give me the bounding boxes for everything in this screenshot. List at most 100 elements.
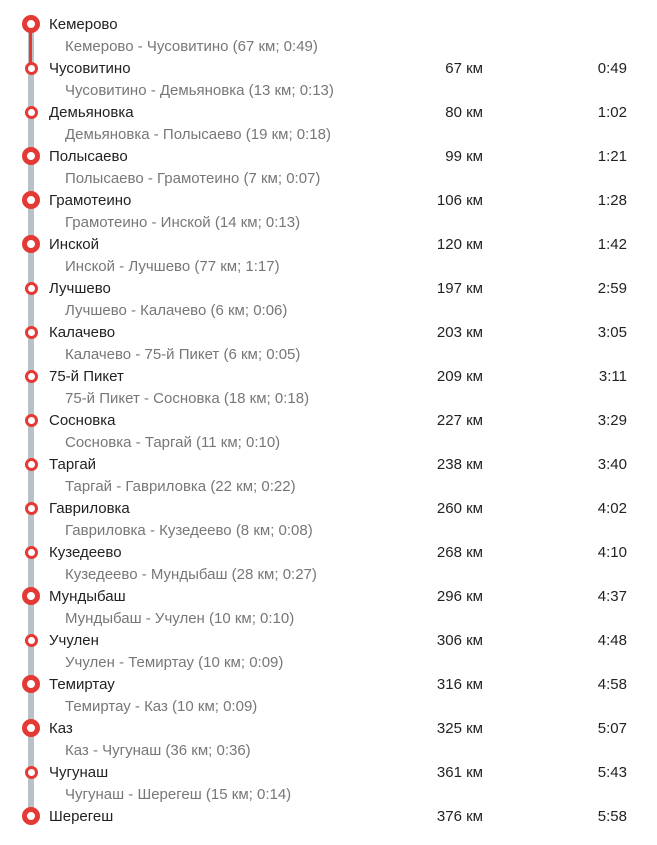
segment-info: Инской - Лучшево (77 км; 1:17) bbox=[65, 258, 280, 275]
segment-info: Демьяновка - Полысаево (19 км; 0:18) bbox=[65, 126, 331, 143]
station-distance: 316 км bbox=[436, 676, 483, 693]
station-row: Грамотеино 106 км 1:28 bbox=[0, 189, 657, 211]
station-name: Темиртау bbox=[49, 676, 115, 693]
station-row: Каз 325 км 5:07 bbox=[0, 717, 657, 739]
station-marker-icon bbox=[22, 235, 40, 253]
segment-info: Сосновка - Таргай (11 км; 0:10) bbox=[65, 434, 281, 451]
station-marker-icon bbox=[24, 633, 38, 647]
station-distance: 325 км bbox=[436, 720, 483, 737]
segment-info: Таргай - Гавриловка (22 км; 0:22) bbox=[65, 478, 296, 495]
segment-info: 75-й Пикет - Сосновка (18 км; 0:18) bbox=[65, 390, 310, 407]
station-time: 1:42 bbox=[597, 236, 627, 253]
station-name: Полысаево bbox=[49, 148, 128, 165]
station-time: 4:10 bbox=[597, 544, 627, 561]
station-time: 1:21 bbox=[597, 148, 627, 165]
station-marker-icon bbox=[22, 15, 40, 33]
station-distance: 268 км bbox=[436, 544, 483, 561]
station-distance: 260 км bbox=[436, 500, 483, 517]
station-row: Темиртау 316 км 4:58 bbox=[0, 673, 657, 695]
station-distance: 306 км bbox=[436, 632, 483, 649]
station-marker-icon bbox=[24, 281, 38, 295]
station-time: 1:28 bbox=[597, 192, 627, 209]
station-name: Каз bbox=[49, 720, 73, 737]
segment-info: Мундыбаш - Учулен (10 км; 0:10) bbox=[65, 610, 295, 627]
station-time: 4:48 bbox=[597, 632, 627, 649]
station-distance: 106 км bbox=[436, 192, 483, 209]
station-time: 1:02 bbox=[597, 104, 627, 121]
station-marker-icon bbox=[24, 545, 38, 559]
station-distance: 238 км bbox=[436, 456, 483, 473]
station-distance: 209 км bbox=[436, 368, 483, 385]
station-row: Кузедеево 268 км 4:10 bbox=[0, 541, 657, 563]
station-name: Учулен bbox=[49, 632, 99, 649]
station-distance: 99 км bbox=[445, 148, 483, 165]
station-name: Кузедеево bbox=[49, 544, 122, 561]
station-distance: 361 км bbox=[436, 764, 483, 781]
station-time: 3:29 bbox=[597, 412, 627, 429]
station-row: Лучшево 197 км 2:59 bbox=[0, 277, 657, 299]
station-marker-icon bbox=[22, 807, 40, 825]
route-rail-start bbox=[29, 22, 32, 66]
segment-info: Чусовитино - Демьяновка (13 км; 0:13) bbox=[65, 82, 334, 99]
station-row: Чусовитино 67 км 0:49 bbox=[0, 57, 657, 79]
station-row: Таргай 238 км 3:40 bbox=[0, 453, 657, 475]
station-name: Лучшево bbox=[49, 280, 111, 297]
station-time: 4:37 bbox=[597, 588, 627, 605]
station-marker-icon bbox=[22, 587, 40, 605]
station-row: Сосновка 227 км 3:29 bbox=[0, 409, 657, 431]
station-distance: 80 км bbox=[445, 104, 483, 121]
station-name: Шерегеш bbox=[49, 808, 114, 825]
station-marker-icon bbox=[24, 413, 38, 427]
station-name: Чугунаш bbox=[49, 764, 109, 781]
station-distance: 197 км bbox=[436, 280, 483, 297]
station-name: Демьяновка bbox=[49, 104, 134, 121]
station-marker-icon bbox=[22, 719, 40, 737]
segment-info: Каз - Чугунаш (36 км; 0:36) bbox=[65, 742, 251, 759]
segment-info: Кемерово - Чусовитино (67 км; 0:49) bbox=[65, 38, 318, 55]
station-name: 75-й Пикет bbox=[49, 368, 124, 385]
station-time: 4:02 bbox=[597, 500, 627, 517]
station-row: Полысаево 99 км 1:21 bbox=[0, 145, 657, 167]
station-marker-icon bbox=[24, 61, 38, 75]
station-marker-icon bbox=[22, 675, 40, 693]
station-row: Калачево 203 км 3:05 bbox=[0, 321, 657, 343]
station-time: 5:07 bbox=[597, 720, 627, 737]
station-distance: 296 км bbox=[436, 588, 483, 605]
segment-info: Калачево - 75-й Пикет (6 км; 0:05) bbox=[65, 346, 301, 363]
station-distance: 120 км bbox=[436, 236, 483, 253]
station-row: Демьяновка 80 км 1:02 bbox=[0, 101, 657, 123]
segment-info: Полысаево - Грамотеино (7 км; 0:07) bbox=[65, 170, 321, 187]
station-row: Шерегеш 376 км 5:58 bbox=[0, 805, 657, 827]
station-name: Калачево bbox=[49, 324, 116, 341]
segment-info: Лучшево - Калачево (6 км; 0:06) bbox=[65, 302, 288, 319]
segment-info: Гавриловка - Кузедеево (8 км; 0:08) bbox=[65, 522, 313, 539]
station-distance: 203 км bbox=[436, 324, 483, 341]
station-row: Инской 120 км 1:42 bbox=[0, 233, 657, 255]
station-marker-icon bbox=[24, 105, 38, 119]
segment-info: Темиртау - Каз (10 км; 0:09) bbox=[65, 698, 258, 715]
segment-info: Грамотеино - Инской (14 км; 0:13) bbox=[65, 214, 301, 231]
station-time: 3:05 bbox=[597, 324, 627, 341]
station-name: Таргай bbox=[49, 456, 97, 473]
segment-info: Чугунаш - Шерегеш (15 км; 0:14) bbox=[65, 786, 292, 803]
station-row: Кемерово bbox=[0, 13, 657, 35]
station-distance: 227 км bbox=[436, 412, 483, 429]
station-row: 75-й Пикет 209 км 3:11 bbox=[0, 365, 657, 387]
station-name: Сосновка bbox=[49, 412, 116, 429]
station-marker-icon bbox=[24, 501, 38, 515]
station-distance: 67 км bbox=[445, 60, 483, 77]
station-row: Чугунаш 361 км 5:43 bbox=[0, 761, 657, 783]
station-marker-icon bbox=[24, 765, 38, 779]
station-row: Гавриловка 260 км 4:02 bbox=[0, 497, 657, 519]
station-name: Грамотеино bbox=[49, 192, 132, 209]
station-marker-icon bbox=[22, 191, 40, 209]
segment-info: Кузедеево - Мундыбаш (28 км; 0:27) bbox=[65, 566, 317, 583]
station-row: Мундыбаш 296 км 4:37 bbox=[0, 585, 657, 607]
station-name: Чусовитино bbox=[49, 60, 131, 77]
station-marker-icon bbox=[24, 457, 38, 471]
station-name: Мундыбаш bbox=[49, 588, 126, 605]
station-name: Гавриловка bbox=[49, 500, 130, 517]
station-time: 3:11 bbox=[598, 368, 627, 385]
station-name: Кемерово bbox=[49, 16, 118, 33]
